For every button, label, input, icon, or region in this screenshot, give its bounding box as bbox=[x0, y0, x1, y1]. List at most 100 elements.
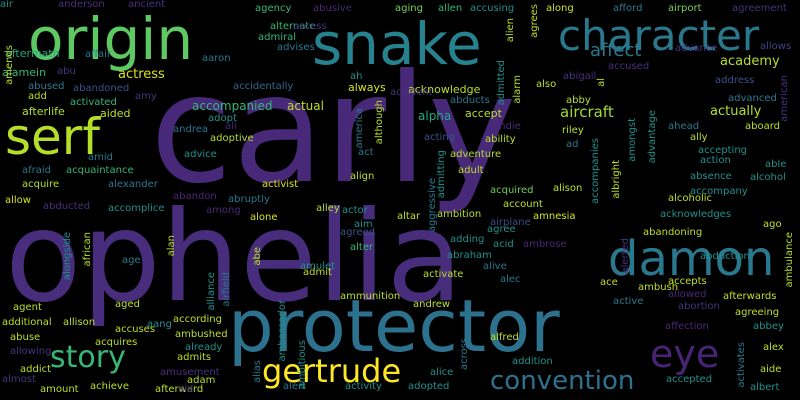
cloud-word: riley bbox=[562, 125, 584, 136]
cloud-word: amount bbox=[40, 384, 79, 395]
cloud-word: alley bbox=[316, 203, 340, 214]
cloud-word: along bbox=[546, 3, 574, 14]
cloud-word: aftermath bbox=[5, 47, 60, 60]
cloud-word: allison bbox=[63, 317, 96, 328]
cloud-word: accompanies bbox=[590, 138, 601, 204]
cloud-word: america bbox=[354, 108, 365, 149]
cloud-word: acknowledges bbox=[660, 209, 732, 220]
cloud-word: ambassador bbox=[277, 300, 288, 362]
cloud-word: acquaintance bbox=[66, 165, 134, 176]
cloud-word: accepted bbox=[666, 374, 713, 385]
cloud-word: alcoholic bbox=[668, 193, 713, 204]
cloud-word: active bbox=[613, 296, 644, 307]
cloud-word: advantage bbox=[647, 110, 658, 164]
cloud-word: abandon bbox=[173, 191, 217, 202]
cloud-word: affair bbox=[85, 49, 112, 60]
cloud-word: aided bbox=[100, 107, 131, 120]
cloud-word: access bbox=[293, 21, 327, 32]
cloud-word: absence bbox=[690, 171, 732, 182]
cloud-word: aircraft bbox=[560, 103, 614, 121]
cloud-word: accompanied bbox=[192, 99, 273, 113]
cloud-word: admits bbox=[177, 352, 212, 363]
cloud-word: abandoned bbox=[73, 83, 130, 94]
cloud-word: actress bbox=[118, 67, 165, 82]
cloud-word: adding bbox=[450, 234, 485, 245]
cloud-word: address bbox=[715, 75, 755, 86]
cloud-word: alive bbox=[483, 261, 507, 272]
cloud-word: admitting bbox=[436, 150, 447, 199]
cloud-word: amulet bbox=[300, 261, 336, 272]
cloud-word: abu bbox=[57, 66, 76, 77]
cloud-word: ancient bbox=[128, 0, 166, 10]
cloud-word: abusive bbox=[313, 3, 352, 14]
cloud-word: ally bbox=[690, 132, 708, 143]
cloud-word: ace bbox=[600, 277, 618, 288]
cloud-word: adopted bbox=[408, 381, 450, 392]
cloud-word: advanced bbox=[728, 93, 777, 104]
cloud-word: abby bbox=[566, 95, 591, 106]
cloud-word: ambitious bbox=[297, 340, 308, 390]
cloud-word: aang bbox=[147, 319, 172, 330]
cloud-word: alpha bbox=[418, 109, 452, 123]
cloud-word: abraham bbox=[447, 250, 492, 261]
cloud-word: albright bbox=[611, 160, 622, 199]
cloud-word: origin bbox=[28, 5, 194, 73]
cloud-word: allowed bbox=[668, 289, 707, 300]
cloud-word: alerted bbox=[620, 238, 631, 274]
cloud-word: add bbox=[28, 91, 47, 102]
cloud-word: alan bbox=[166, 235, 177, 257]
cloud-word: accuses bbox=[115, 324, 156, 335]
cloud-word: advance bbox=[675, 43, 718, 54]
cloud-word: always bbox=[348, 81, 386, 94]
cloud-word: agree bbox=[487, 224, 516, 235]
cloud-word: affection bbox=[665, 321, 709, 332]
cloud-word: afterlife bbox=[22, 105, 65, 118]
cloud-word: ad bbox=[566, 139, 579, 150]
cloud-word: allen bbox=[438, 3, 463, 14]
cloud-word: ahead bbox=[668, 121, 700, 132]
cloud-word: almost bbox=[2, 374, 36, 385]
cloud-word: academy bbox=[720, 54, 780, 69]
cloud-word: advises bbox=[277, 42, 315, 53]
cloud-word: admit bbox=[303, 267, 332, 278]
cloud-word: alice bbox=[430, 367, 454, 378]
cloud-word: additional bbox=[2, 317, 52, 328]
cloud-word: although bbox=[374, 100, 385, 145]
cloud-word: according bbox=[173, 314, 222, 325]
cloud-word: airplane bbox=[490, 217, 531, 228]
cloud-word: ambrose bbox=[523, 239, 567, 250]
cloud-word: abe bbox=[252, 247, 263, 266]
cloud-word: agreed bbox=[340, 227, 376, 238]
cloud-word: amy bbox=[135, 91, 157, 102]
cloud-word: alfred bbox=[490, 332, 519, 343]
cloud-word: alcohol bbox=[750, 172, 786, 183]
cloud-word: acquires bbox=[95, 337, 138, 348]
cloud-word: afterwards bbox=[723, 291, 777, 302]
cloud-word: accomplice bbox=[108, 203, 165, 214]
cloud-word: ago bbox=[763, 219, 782, 230]
cloud-word: alliance bbox=[206, 272, 217, 311]
cloud-word: accepting bbox=[698, 145, 748, 156]
cloud-word: activated bbox=[70, 97, 117, 108]
cloud-word: protector bbox=[228, 284, 560, 368]
cloud-word: alarm bbox=[512, 75, 523, 104]
cloud-word: abruptly bbox=[228, 194, 270, 205]
cloud-word: accompany bbox=[690, 186, 748, 197]
cloud-word: eye bbox=[650, 332, 720, 376]
cloud-word: abduction bbox=[700, 251, 750, 262]
cloud-word: accused bbox=[608, 61, 650, 72]
cloud-word: aggressive bbox=[427, 178, 438, 233]
cloud-word: agreeing bbox=[735, 307, 780, 318]
cloud-word: alter bbox=[350, 242, 374, 253]
cloud-word: air bbox=[0, 0, 14, 10]
cloud-word: actual bbox=[287, 99, 324, 113]
cloud-word: addition bbox=[512, 356, 553, 367]
cloud-word: ammunition bbox=[340, 291, 401, 302]
cloud-word: altar bbox=[397, 211, 421, 222]
cloud-word: actor bbox=[342, 205, 368, 216]
cloud-word: also bbox=[536, 79, 557, 90]
cloud-word: abigail bbox=[563, 71, 597, 82]
cloud-word: alternate bbox=[270, 21, 316, 32]
cloud-word: achieve bbox=[90, 381, 129, 392]
